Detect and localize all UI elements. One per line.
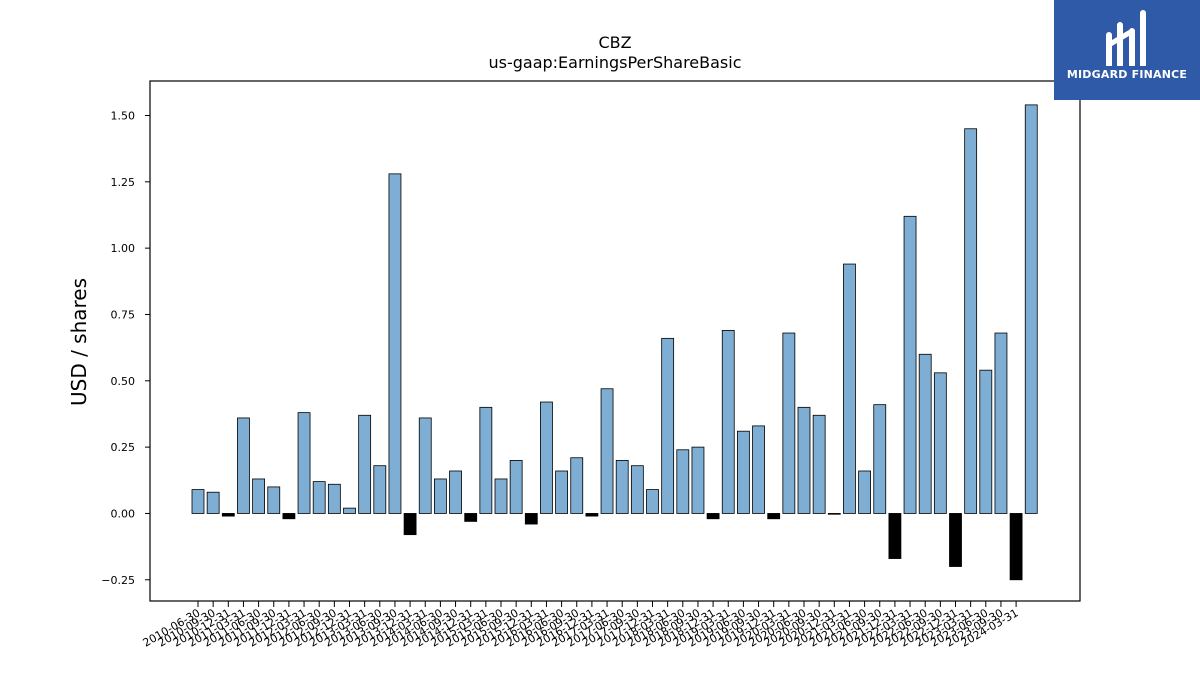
y-tick-label: 1.50 xyxy=(111,109,136,122)
y-axis-ticks: −0.25 0.00 0.25 0.50 0.75 1.00 1.25 1.50 xyxy=(101,109,150,587)
bar xyxy=(252,478,266,514)
bar xyxy=(933,372,947,514)
bar xyxy=(721,329,735,514)
bar xyxy=(858,470,871,514)
bar xyxy=(949,513,962,567)
bar xyxy=(237,417,250,514)
bar xyxy=(994,332,1008,514)
y-tick-label: 1.25 xyxy=(111,176,136,189)
bar xyxy=(964,128,978,514)
bar xyxy=(691,446,705,514)
midgard-logo-icon xyxy=(1106,10,1146,66)
bar xyxy=(600,388,614,514)
bar xyxy=(782,332,796,514)
bar xyxy=(752,425,765,514)
bar xyxy=(1009,513,1023,581)
y-tick-label: 1.00 xyxy=(111,242,136,255)
bar xyxy=(449,470,462,514)
logo-name: MIDGARD FINANCE xyxy=(1066,68,1188,81)
bar xyxy=(676,449,690,514)
bar xyxy=(812,414,826,514)
bar xyxy=(509,459,523,514)
bar xyxy=(358,414,372,514)
bar xyxy=(206,491,220,514)
bar xyxy=(494,478,508,514)
bar xyxy=(433,478,447,514)
bar xyxy=(312,481,326,514)
bar xyxy=(524,513,538,525)
plot-frame xyxy=(149,80,1081,602)
bar xyxy=(737,430,750,514)
x-axis-ticks: 2010-06-302010-09-302010-12-312011-03-31… xyxy=(141,601,1021,650)
bar xyxy=(373,465,387,514)
midgard-finance-logo: MIDGARD FINANCE xyxy=(1054,0,1200,100)
bar xyxy=(403,513,417,536)
bar xyxy=(903,215,917,514)
y-tick-label: 0.25 xyxy=(111,441,136,454)
bar xyxy=(767,513,781,520)
bar xyxy=(661,337,675,514)
bar xyxy=(191,489,205,514)
chart-title: CBZ xyxy=(598,33,631,52)
bars-group xyxy=(191,104,1038,581)
y-tick-label: 0.00 xyxy=(111,507,136,520)
bar xyxy=(221,513,235,517)
bar xyxy=(873,404,887,514)
bar xyxy=(843,263,856,514)
bar xyxy=(979,369,993,514)
bar xyxy=(464,513,478,522)
bar xyxy=(555,470,568,514)
bar xyxy=(479,406,493,514)
bar xyxy=(797,406,811,514)
bar xyxy=(1024,104,1038,514)
bar xyxy=(888,513,902,559)
bar xyxy=(570,457,584,514)
bar xyxy=(297,412,311,514)
bar xyxy=(267,486,281,514)
bar xyxy=(388,173,402,514)
y-tick-label: −0.25 xyxy=(101,574,135,587)
bar xyxy=(918,353,932,514)
chart-subtitle: us-gaap:EarningsPerShareBasic xyxy=(488,53,741,72)
bar xyxy=(827,513,841,515)
bar xyxy=(282,513,296,520)
y-axis-label: USD / shares xyxy=(67,278,91,406)
y-tick-label: 0.50 xyxy=(111,375,136,388)
bar xyxy=(540,401,553,514)
bar xyxy=(327,483,341,514)
bar xyxy=(418,417,432,514)
y-tick-label: 0.75 xyxy=(111,308,136,321)
bar xyxy=(646,489,659,514)
bar xyxy=(615,459,629,514)
bar xyxy=(706,513,720,520)
bar xyxy=(630,465,644,514)
bar xyxy=(585,513,599,517)
bar xyxy=(343,507,356,514)
